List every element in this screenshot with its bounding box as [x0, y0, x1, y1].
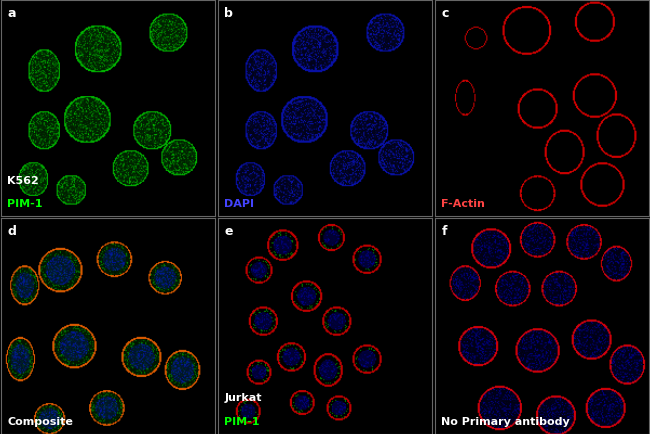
Text: F-Actin: F-Actin: [441, 199, 485, 209]
Text: DAPI: DAPI: [224, 199, 254, 209]
Text: No Primary antibody: No Primary antibody: [441, 417, 570, 427]
Text: a: a: [7, 7, 16, 20]
Text: K562: K562: [7, 176, 39, 186]
Text: Composite: Composite: [7, 417, 73, 427]
Text: PIM-1: PIM-1: [224, 417, 260, 427]
Text: d: d: [7, 225, 16, 238]
Text: b: b: [224, 7, 233, 20]
Text: PIM-1: PIM-1: [7, 199, 43, 209]
Text: e: e: [224, 225, 233, 238]
Text: Jurkat: Jurkat: [224, 394, 262, 404]
Text: f: f: [441, 225, 447, 238]
Text: c: c: [441, 7, 448, 20]
